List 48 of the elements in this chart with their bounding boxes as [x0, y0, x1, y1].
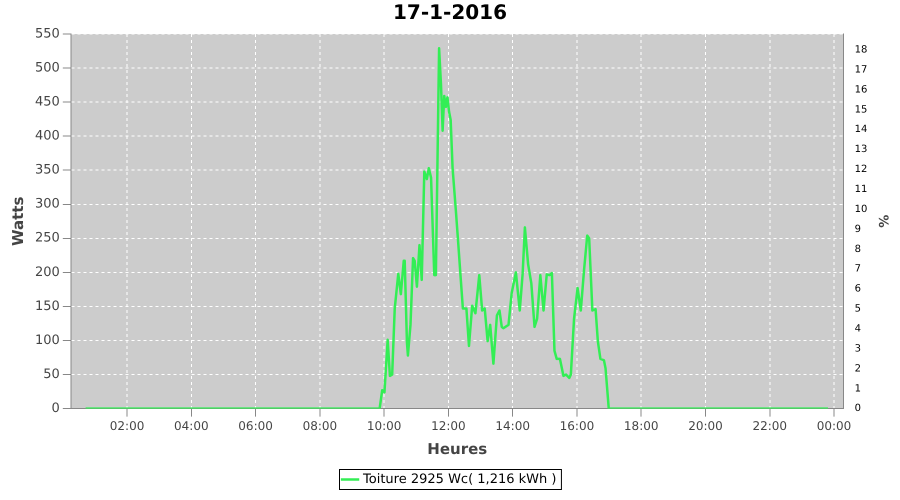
x-axis-title: Heures: [427, 440, 488, 458]
x-tick-label: 20:00: [688, 418, 723, 433]
y-tick-label: 100: [34, 332, 60, 348]
y-tick-label: 0: [52, 400, 60, 416]
y2-tick-label: 9: [854, 224, 862, 235]
y2-tick-label: 10: [854, 204, 868, 215]
y-tick-label: 500: [34, 60, 60, 76]
y2-tick-label: 14: [854, 124, 868, 136]
y-tick-label: 450: [34, 94, 60, 110]
y2-tick-label: 17: [854, 64, 868, 76]
y2-tick-label: 16: [854, 84, 868, 96]
x-tick-label: 02:00: [110, 418, 144, 433]
y2-axis-title: %: [874, 214, 890, 228]
y2-tick-label: 3: [854, 343, 862, 354]
y2-tick-label: 4: [854, 323, 862, 334]
x-tick-label: 18:00: [624, 418, 659, 433]
y2-tick-label: 8: [854, 244, 862, 255]
y-tick-label: 400: [34, 128, 60, 144]
y2-tick-label: 2: [854, 363, 862, 374]
y2-tick-label: 7: [854, 264, 862, 275]
y2-tick-label: 5: [854, 304, 862, 315]
y2-tick-label: 15: [854, 104, 868, 116]
x-tick-label: 10:00: [366, 418, 402, 433]
x-tick-label: 04:00: [174, 418, 209, 433]
y-tick-label: 200: [34, 264, 60, 280]
y2-tick-label: 18: [854, 44, 868, 56]
y-tick-label: 50: [43, 366, 60, 382]
x-tick-label: 08:00: [302, 418, 338, 433]
y-axis-title: Watts: [8, 196, 27, 246]
y-tick-label: 150: [34, 298, 60, 314]
x-tick-label: 22:00: [752, 418, 788, 433]
x-tick-label: 12:00: [431, 418, 466, 433]
y-tick-label: 350: [34, 162, 60, 178]
x-tick-label: 06:00: [238, 418, 273, 433]
y-tick-label: 300: [34, 196, 60, 212]
y-tick-label: 250: [34, 230, 60, 246]
x-tick-label: 00:00: [816, 418, 852, 433]
y-tick-label: 550: [34, 26, 60, 42]
x-tick-label: 14:00: [495, 418, 530, 433]
y2-tick-label: 0: [854, 403, 862, 414]
y2-tick-label: 11: [854, 184, 868, 196]
y2-tick-label: 13: [854, 144, 868, 156]
x-tick-label: 16:00: [560, 418, 594, 433]
legend-label: Toiture 2925 Wc( 1,216 kWh ): [362, 472, 556, 487]
chart-title: 17-1-2016: [392, 0, 508, 24]
y2-tick-label: 12: [854, 164, 868, 176]
y2-tick-label: 6: [854, 284, 862, 295]
y2-tick-label: 1: [854, 383, 862, 394]
